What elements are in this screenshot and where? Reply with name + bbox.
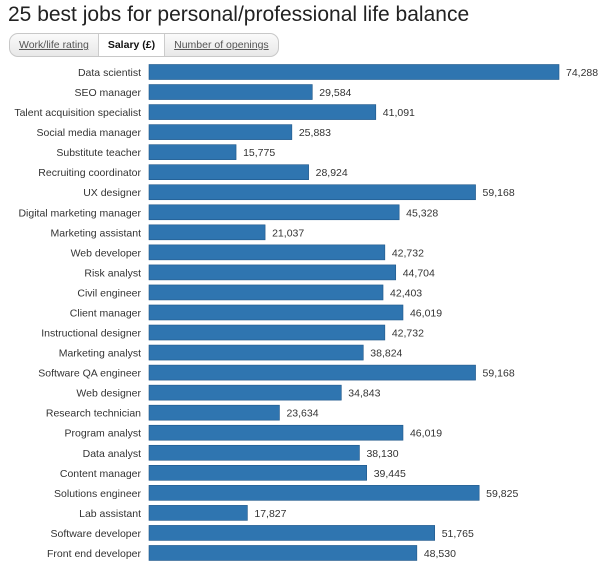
value-label: 39,445	[374, 468, 406, 480]
bar[interactable]	[148, 244, 386, 261]
value-label: 28,924	[316, 167, 348, 179]
value-label: 44,704	[403, 267, 435, 279]
category-label: Front end developer	[47, 548, 141, 560]
value-label: 23,634	[286, 408, 318, 420]
category-label: Social media manager	[37, 127, 142, 139]
category-label: Digital marketing manager	[18, 207, 141, 219]
value-label: 41,091	[383, 107, 415, 119]
value-label: 51,765	[442, 528, 474, 540]
category-label: Substitute teacher	[56, 147, 141, 159]
value-label: 34,843	[348, 388, 380, 400]
category-label: Civil engineer	[77, 287, 141, 299]
bar[interactable]	[148, 344, 364, 361]
category-label: Marketing analyst	[59, 348, 141, 360]
tab-number-of-openings[interactable]: Number of openings	[174, 39, 269, 51]
value-label: 48,530	[424, 548, 456, 560]
category-label: Talent acquisition specialist	[14, 107, 141, 119]
category-label: Content manager	[60, 468, 142, 480]
tab-salary[interactable]: Salary (£)	[98, 34, 166, 56]
bar[interactable]	[148, 84, 313, 100]
value-label: 45,328	[406, 207, 438, 219]
category-label: Data scientist	[78, 67, 141, 79]
category-label: Software QA engineer	[38, 368, 141, 380]
bar[interactable]	[148, 304, 404, 321]
bar[interactable]	[148, 224, 266, 241]
tab-work-life-rating[interactable]: Work/life rating	[10, 34, 99, 56]
value-label: 74,288	[566, 67, 598, 79]
category-label: Instructional designer	[41, 328, 141, 340]
value-label: 21,037	[272, 227, 304, 239]
value-label: 38,824	[370, 348, 402, 360]
bar[interactable]	[148, 525, 435, 541]
category-label: Risk analyst	[84, 267, 141, 279]
bar[interactable]	[148, 264, 397, 281]
category-label: Software developer	[51, 528, 142, 540]
value-label: 29,584	[319, 87, 351, 99]
category-label: Solutions engineer	[54, 488, 141, 500]
bar[interactable]	[148, 364, 476, 381]
bar[interactable]	[148, 204, 400, 221]
value-label: 25,883	[299, 127, 331, 139]
bar[interactable]	[148, 284, 384, 301]
bar[interactable]	[148, 184, 476, 201]
value-label: 46,019	[410, 307, 442, 319]
category-label: Marketing assistant	[51, 227, 142, 239]
bar[interactable]	[148, 124, 293, 140]
bar[interactable]	[148, 485, 480, 501]
value-label: 42,732	[392, 328, 424, 340]
value-label: 46,019	[410, 428, 442, 440]
bar[interactable]	[148, 505, 248, 521]
category-label: Lab assistant	[79, 508, 141, 520]
category-label: Data analyst	[83, 448, 141, 460]
category-label: Program analyst	[65, 428, 142, 440]
metric-tabs: Work/life rating Salary (£) Number of op…	[9, 33, 279, 57]
bar[interactable]	[148, 64, 560, 80]
category-label: SEO manager	[74, 87, 141, 99]
bar[interactable]	[148, 464, 367, 481]
value-label: 42,732	[392, 247, 424, 259]
bar[interactable]	[148, 384, 342, 401]
bar[interactable]	[148, 444, 360, 461]
value-label: 59,168	[483, 368, 515, 380]
category-label: UX designer	[83, 187, 141, 199]
bar[interactable]	[148, 104, 377, 120]
category-label: Recruiting coordinator	[38, 167, 141, 179]
bar[interactable]	[148, 324, 386, 341]
category-label: Research technician	[46, 408, 141, 420]
bar[interactable]	[148, 144, 237, 160]
bar[interactable]	[148, 545, 418, 561]
bar[interactable]	[148, 404, 280, 421]
value-label: 38,130	[366, 448, 398, 460]
value-label: 42,403	[390, 287, 422, 299]
value-label: 59,168	[483, 187, 515, 199]
category-label: Web developer	[71, 247, 142, 259]
value-label: 17,827	[254, 508, 286, 520]
bar[interactable]	[148, 164, 309, 180]
category-label: Client manager	[70, 307, 142, 319]
value-label: 59,825	[486, 488, 518, 500]
value-label: 15,775	[243, 147, 275, 159]
bar[interactable]	[148, 424, 404, 441]
category-label: Web designer	[76, 388, 141, 400]
page-title: 25 best jobs for personal/professional l…	[8, 3, 470, 26]
